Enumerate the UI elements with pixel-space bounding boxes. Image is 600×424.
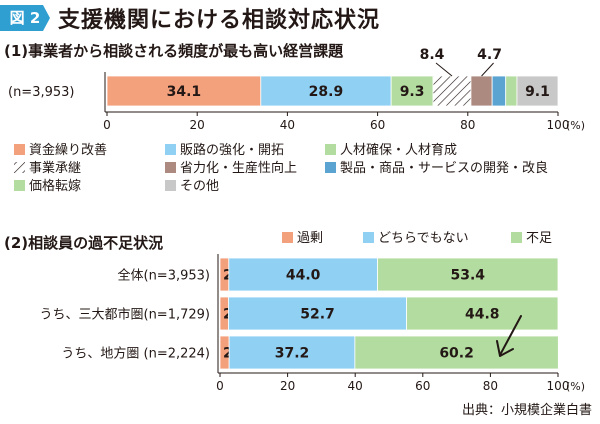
chart1-legend-label: 販路の強化・開拓 (180, 142, 284, 158)
chart2-bar-segment (377, 257, 559, 292)
chart1-legend-swatch (165, 180, 176, 191)
figure-badge: 図 2 (0, 5, 50, 31)
chart2-bar-segment (354, 335, 559, 370)
chart1-legend-swatch (14, 144, 25, 155)
chart2-legend-swatch (363, 232, 374, 243)
chart2-x-tick-label: 40 (348, 379, 363, 393)
chart1-x-tick-label: 0 (103, 118, 111, 132)
chart1-category-label: (n=3,953) (8, 85, 75, 100)
chart2-bar-segment (228, 296, 407, 331)
chart1-legend-label: その他 (180, 179, 219, 194)
chart1-legend-swatch (165, 162, 176, 173)
chart2-legend-label: 不足 (526, 231, 552, 246)
chart2-bar-segment (228, 257, 378, 292)
source-note: 出典：小規模企業白書 (461, 403, 592, 418)
chart1-legend-label: 人材確保・人材育成 (340, 142, 457, 158)
chart1-bar-segment (106, 75, 262, 107)
chart2-data-label: 53.4 (450, 268, 485, 284)
chart2-category-label: うち、三大都市圏(n=1,729) (40, 307, 211, 323)
chart1-data-label: 9.3 (400, 84, 425, 100)
chart1-x-tick-label: 60 (370, 118, 385, 132)
chart2-x-unit: (%) (566, 380, 585, 393)
chart1-data-label: 4.7 (477, 47, 502, 63)
chart2-x-tick-label: 80 (483, 379, 498, 393)
chart1-bar-segment (516, 75, 559, 107)
arrow-annotation-head (496, 340, 514, 357)
chart2-x-tick-label: 60 (415, 379, 430, 393)
chart1-bar-segment (505, 75, 518, 107)
chart2-legend-label: 過剰 (297, 231, 323, 246)
chart1-x-tick-label: 20 (190, 118, 205, 132)
chart1-data-label: 9.1 (525, 84, 550, 100)
chart1-bar-segment (491, 75, 507, 107)
chart2-x-tick-label: 20 (280, 379, 295, 393)
chart2-legend-label: どちらでもない (378, 231, 469, 246)
chart1-bar-segment (470, 75, 493, 107)
chart1-legend-swatch (165, 144, 176, 155)
chart2-legend-swatch (511, 232, 522, 243)
chart2-bar-segment (228, 335, 356, 370)
chart1-x-tick-label: 100 (547, 118, 570, 132)
chart2-data-label: 44.0 (286, 268, 321, 284)
chart1-x-tick-label: 80 (460, 118, 475, 132)
chart1-legend-label: 資金繰り改善 (29, 142, 107, 158)
chart2-data-label: 60.2 (439, 346, 474, 362)
chart1-x-unit: (%) (566, 119, 585, 132)
chart1-bar-segment (260, 75, 392, 107)
chart1-data-label: 28.9 (309, 84, 344, 100)
chart1-legend-swatch (14, 180, 25, 191)
chart1-legend-swatch (325, 144, 336, 155)
chart1-label-leader (481, 62, 494, 77)
chart2-data-label: 37.2 (275, 346, 310, 362)
chart2-x-tick-label: 0 (216, 379, 224, 393)
chart2-x-tick-label: 100 (547, 379, 570, 393)
arrow-annotation-shaft (499, 315, 522, 356)
chart2-category-label: うち、地方圏 (n=2,224) (61, 346, 210, 362)
chart1-legend-swatch (325, 162, 336, 173)
chart1-bar-segment (432, 75, 472, 107)
chart1-legend-label: 価格転嫁 (29, 178, 81, 194)
chart1-label-leader (435, 62, 453, 77)
chart1-data-label: 8.4 (420, 47, 445, 63)
chart1-x-tick-label: 40 (280, 118, 295, 132)
chart1-legend-swatch (14, 162, 25, 173)
chart2-title: (2)相談員の過不足状況 (4, 234, 164, 252)
chart1-legend-label: 省力化・生産性向上 (180, 160, 297, 176)
chart1-legend-label: 事業承継 (29, 160, 81, 176)
chart2-data-label: 52.7 (300, 307, 335, 323)
chart2-legend-swatch (282, 232, 293, 243)
chart1-data-label: 34.1 (167, 84, 202, 100)
chart2-data-label: 44.8 (465, 307, 500, 323)
chart2-category-label: 全体(n=3,953) (118, 268, 211, 284)
chart2-bar-segment (406, 296, 559, 331)
chart1-title: (1)事業者から相談される頻度が最も高い経営課題 (4, 42, 344, 60)
chart1-legend-label: 製品・商品・サービスの開発・改良 (340, 160, 548, 176)
figure-title: 支援機関における相談対応状況 (58, 8, 381, 33)
